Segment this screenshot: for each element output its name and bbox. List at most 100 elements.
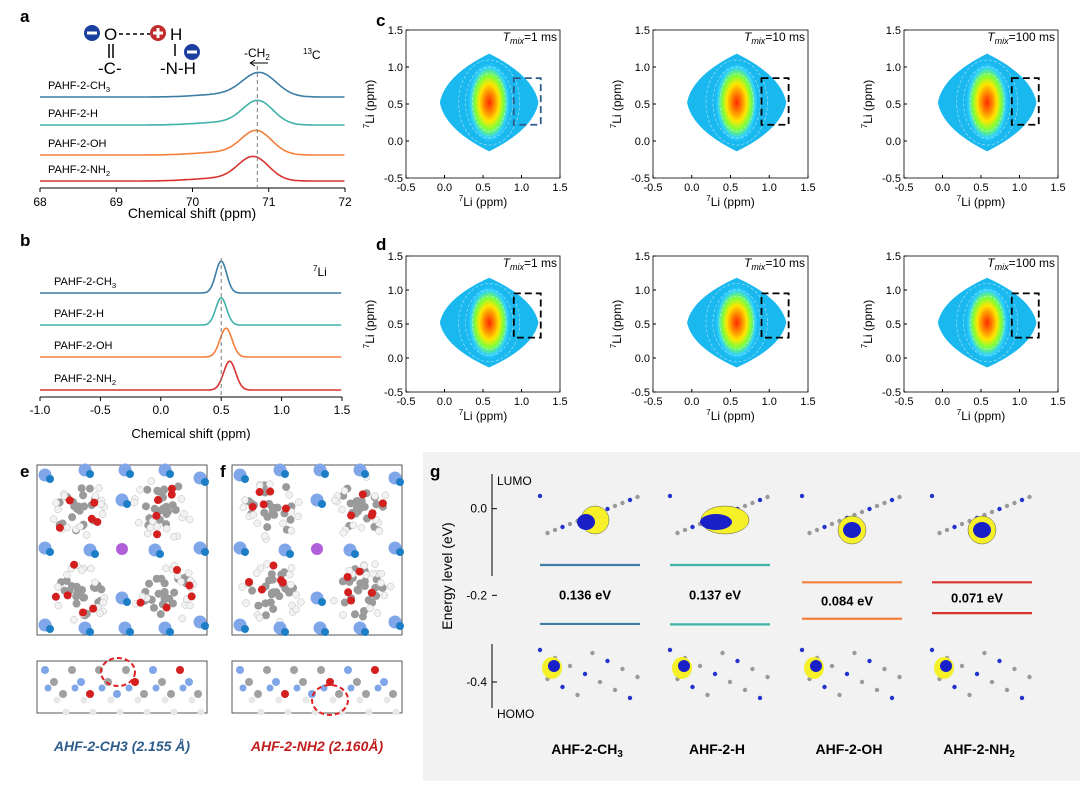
atom [627,695,633,701]
side-atom [131,678,139,686]
hydrogen-atom [375,527,383,535]
hydrogen-atom [87,564,95,573]
side-atom [263,666,271,674]
metal-node [201,548,209,556]
panel-b-xlabel: Chemical shift (ppm) [131,426,250,441]
carbon-atom [141,502,150,511]
exchange-map-d-1: -0.5 0.0 0.5 1.0 1.5 -0.5 0.0 0.5 1.0 1.5 7Li (ppm… [362,251,568,423]
oxygen-atom [266,487,275,496]
metal-node [166,628,174,636]
hydrogen-atom [331,496,339,505]
map-ylabel: 7Li (ppm) [362,300,377,348]
atom [597,679,603,685]
oxygen-atom [87,514,96,523]
hydrogen-atom [136,486,144,494]
hydrogen-atom [279,519,287,528]
side-atom [77,678,85,686]
homo-label: HOMO [497,707,534,721]
hydrogen-atom [63,523,72,532]
side-atom [365,708,373,716]
x-tick-label: 1.5 [1050,396,1065,408]
x-tick-label: -0.5 [644,182,663,194]
carbon-atom [350,610,359,619]
oxygen-atom [281,504,290,513]
x-tick-label: 0.0 [437,182,452,194]
side-atom [176,666,184,674]
carbon-atom [263,523,272,532]
exchange-map-c-3: -0.5 0.0 0.5 1.0 1.5 -0.5 0.0 0.5 1.0 1.5 7Li (ppm… [860,25,1066,209]
atom [989,509,995,515]
hydrogen-atom [169,533,178,541]
hydrogen-atom [253,519,262,528]
contour-line [956,283,1019,363]
carbon-atom [143,485,152,494]
carbon-atom [79,593,88,602]
atom [590,650,595,656]
contour-line [956,59,1019,146]
carbon-atom [269,504,278,513]
panel-e-structure: AHF-2-CH3 (2.155 Å) [36,463,209,754]
tmix-label: Tmix=10 ms [744,256,805,272]
hydrogen-atom [330,596,338,605]
y-tick-label: 0.0 [635,136,650,148]
x-tick-label: 68 [33,195,47,209]
hydrogen-atom [78,566,86,574]
orbital-lobe [577,514,595,530]
orbital-lobe [940,660,952,672]
series-label: AHF-2-NH2 [943,741,1015,760]
y-tick-label: 0.5 [388,319,403,331]
side-atom [140,690,148,698]
atom [667,493,673,499]
atom [867,506,872,512]
side-atom [41,666,49,674]
side-atom [239,684,247,692]
spectrum-line [40,260,342,294]
atom [567,663,573,669]
side-atom [89,708,97,716]
metal-node [166,470,174,478]
exchange-map-c-2: -0.5 0.0 0.5 1.0 1.5 -0.5 0.0 0.5 1.0 1.5 7Li (ppm… [609,25,816,209]
scheme-carbon: -C- [98,59,122,78]
hydrogen-atom [54,601,63,610]
y-tick-label: 1.0 [635,62,650,74]
metal-node [281,470,289,478]
side-atom [290,666,298,674]
y-tick-label: 1.5 [388,251,403,263]
oxygen-atom [344,588,353,597]
x-tick-label: 0.0 [152,403,169,417]
atom [537,493,543,499]
carbon-atom [160,594,169,603]
side-atom [293,684,301,692]
atom [799,493,805,499]
atom [874,687,880,693]
atom [1027,674,1032,680]
y-tick-label: -0.4 [466,675,487,689]
side-atom [170,708,178,716]
x-tick-label: 1.0 [762,182,777,194]
oxygen-atom [173,565,182,574]
lumo-orbital-3 [799,493,902,545]
cross-peak-region [760,292,790,339]
hydrogen-atom [252,569,261,577]
orbital-lobe [678,660,690,672]
hydrogen-atom [186,601,194,610]
carbon-atom [268,575,277,584]
carbon-atom [62,576,71,585]
oxygen-atom [255,488,264,497]
hydrogen-atom [97,500,105,509]
side-atom [98,684,106,692]
metal-node [123,598,131,606]
y-tick-label: 0.5 [635,99,650,111]
atom [822,684,827,690]
homo-orbital-4 [929,647,1032,701]
hydrogen-atom [266,480,274,488]
series-label: AHF-2-OH [816,741,883,757]
oxygen-atom [347,596,356,605]
hydrogen-atom [60,492,69,500]
side-atom [188,696,196,704]
hydrogen-atom [238,583,246,591]
carbon-atom [248,586,257,595]
atom [742,503,748,509]
x-tick-label: 1.0 [1012,396,1027,408]
x-tick-label: -0.5 [397,182,416,194]
